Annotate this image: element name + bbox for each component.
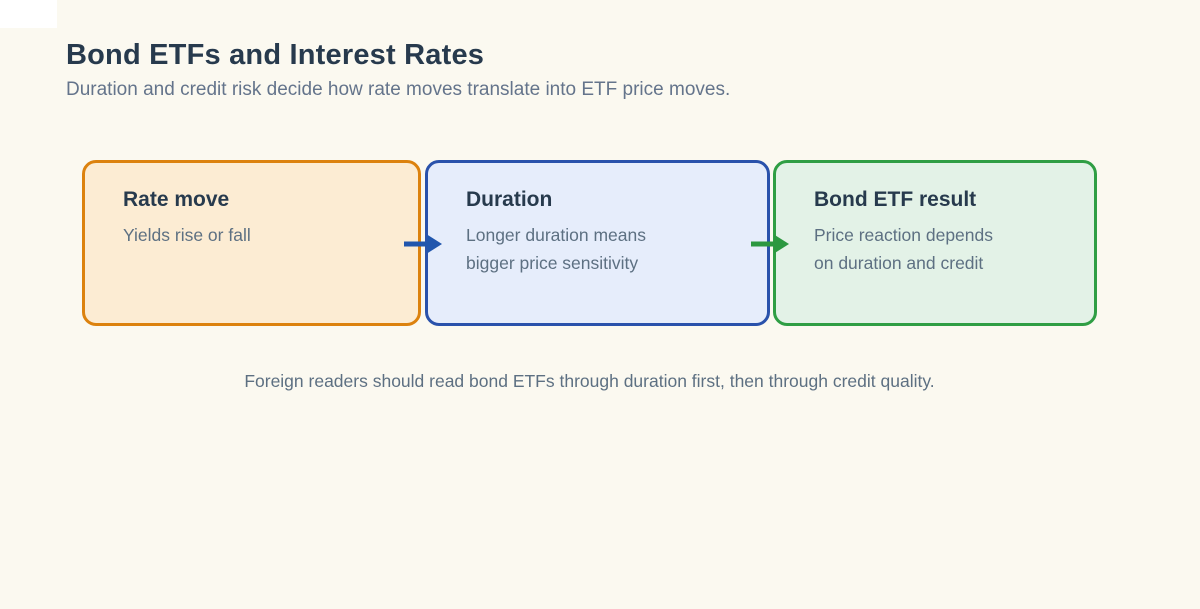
footer-note: Foreign readers should read bond ETFs th… [244, 371, 935, 391]
arrow-right-icon [751, 234, 789, 254]
white-corner-patch [0, 0, 57, 28]
flow-box-duration: Duration Longer duration means bigger pr… [425, 160, 770, 326]
arrow-right-icon [404, 234, 442, 254]
flow-box-rate-move: Rate move Yields rise or fall [82, 160, 421, 326]
flow-box-body: Price reaction depends on duration and c… [814, 225, 993, 273]
flow-box-body: Longer duration means bigger price sensi… [466, 225, 646, 273]
flow-box-title: Rate move [123, 188, 230, 211]
flow-box-bond-etf-result: Bond ETF result Price reaction depends o… [773, 160, 1097, 326]
page-subtitle: Duration and credit risk decide how rate… [66, 79, 731, 100]
flow-box-title: Bond ETF result [814, 188, 977, 211]
page-header: Bond ETFs and Interest Rates Duration an… [66, 38, 730, 102]
flow-box-title: Duration [466, 188, 553, 211]
flow-box-body: Yields rise or fall [123, 225, 251, 245]
page-title: Bond ETFs and Interest Rates [66, 39, 485, 71]
